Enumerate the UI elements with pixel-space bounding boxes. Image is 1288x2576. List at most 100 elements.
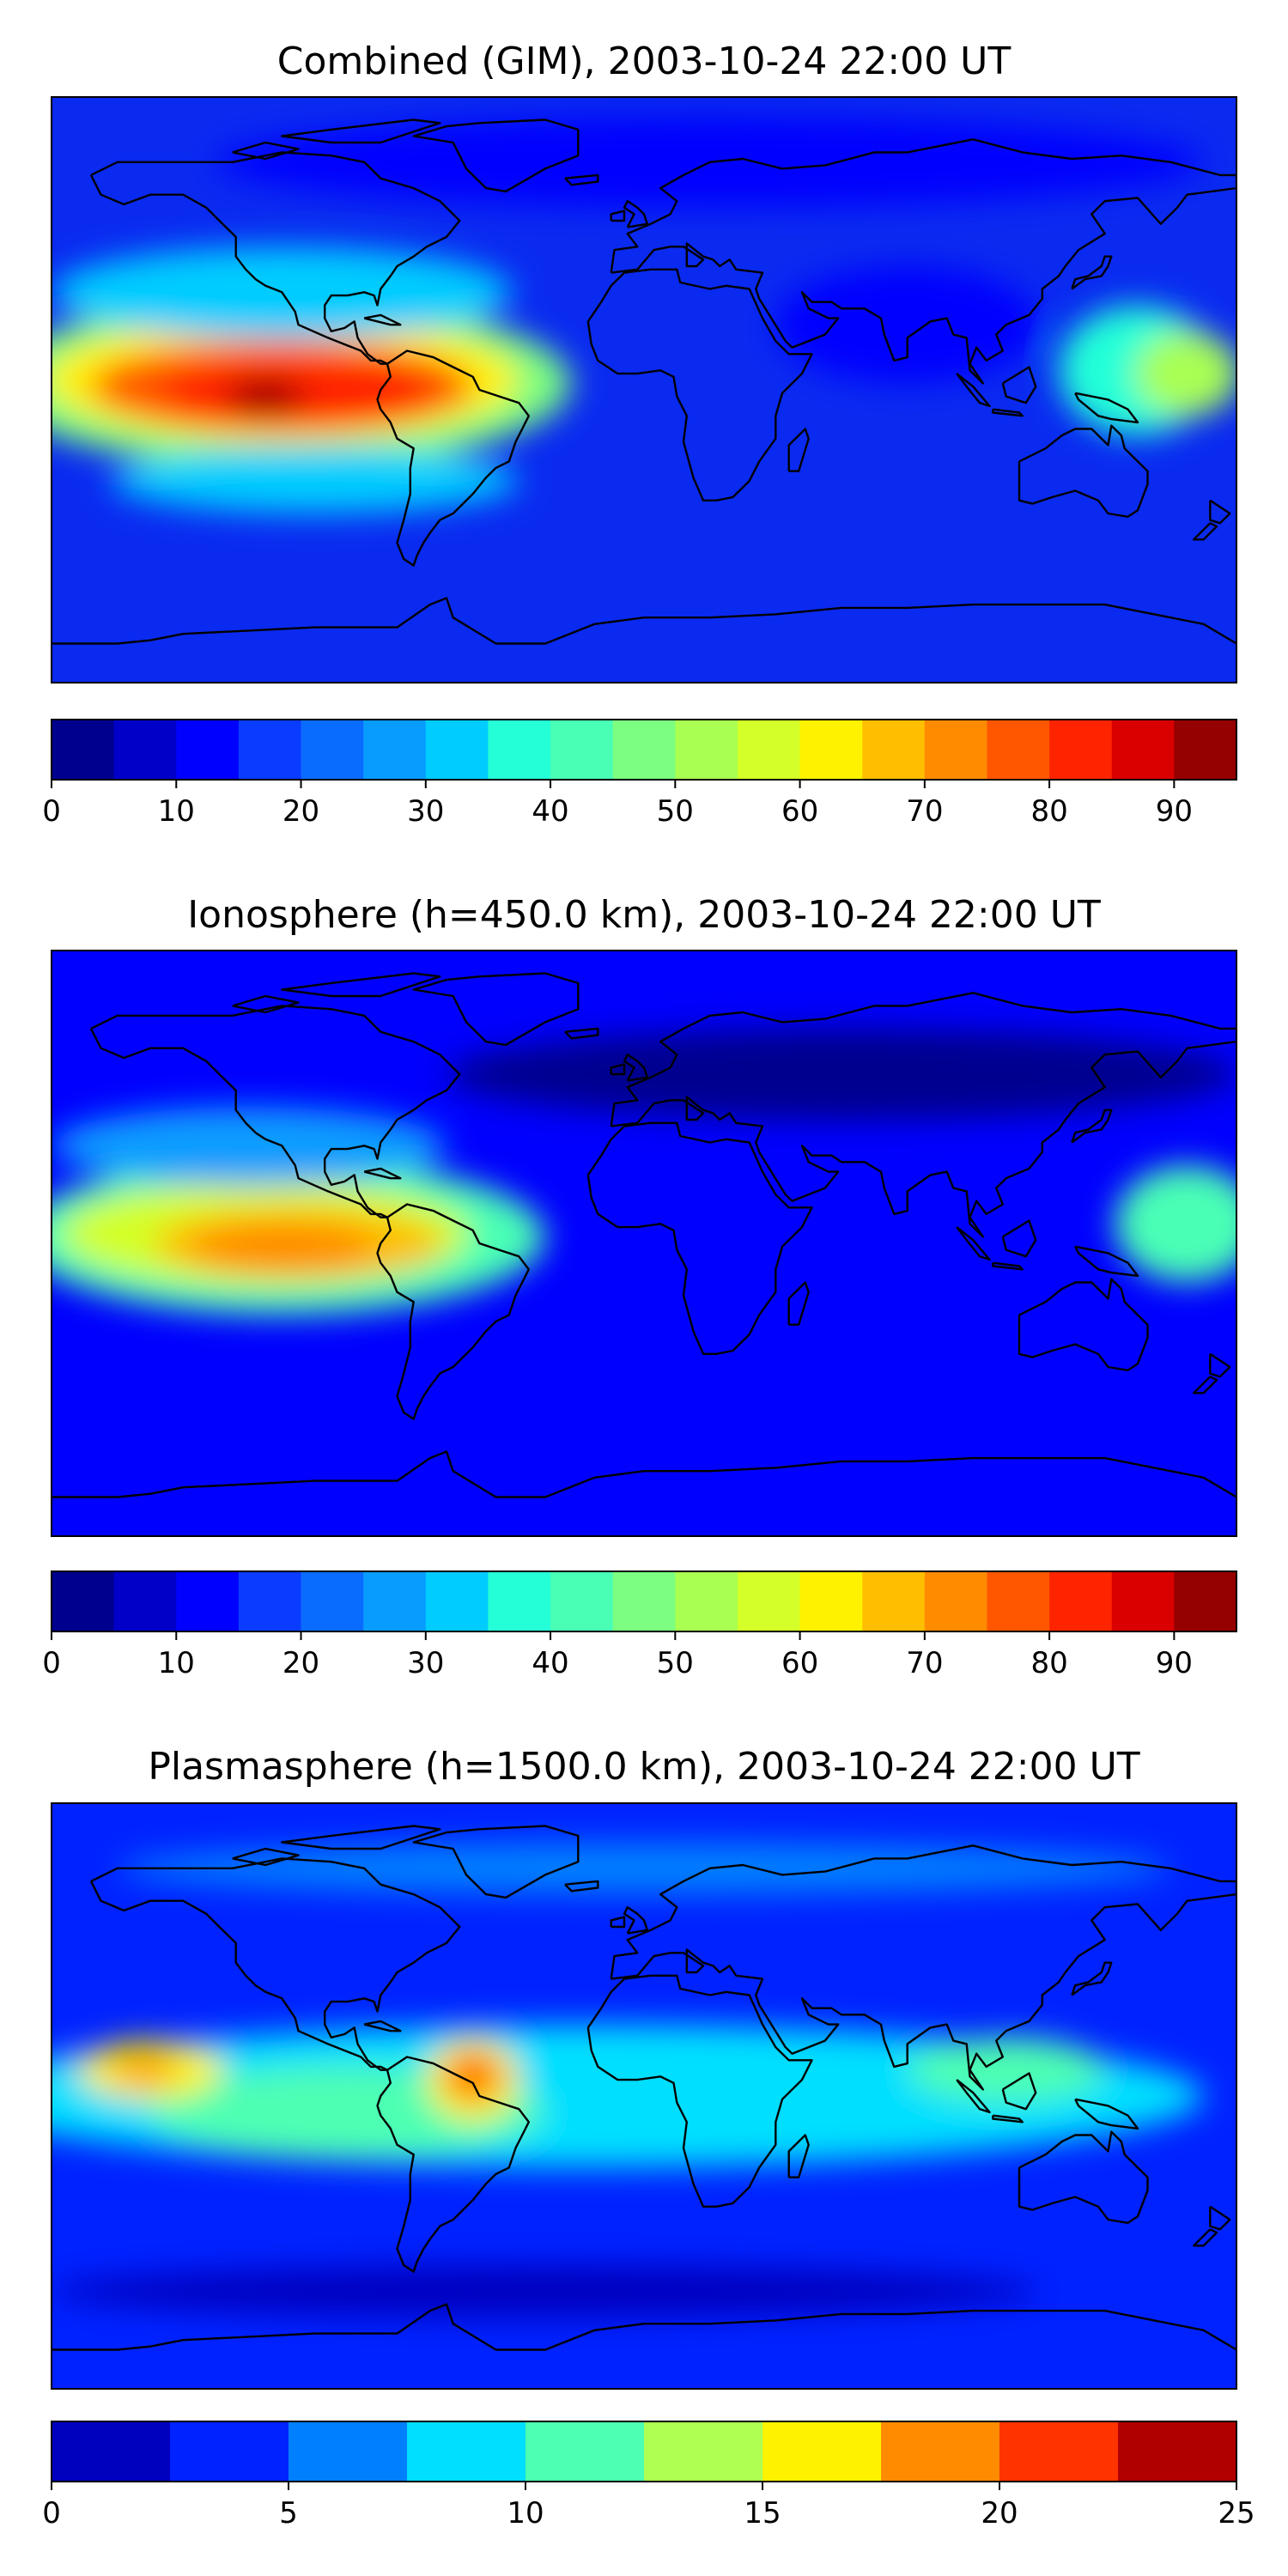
- coastline-combined-2: [412, 118, 580, 193]
- coastline-plasmasphere-14: [623, 1906, 648, 1935]
- colorbar-tick-label-combined-2: 20: [283, 794, 319, 829]
- coastline-ionosphere-0: [89, 1005, 461, 1218]
- coastline-ionosphere-20: [52, 1450, 1236, 1498]
- colorbar-tick-label-combined-8: 80: [1030, 794, 1067, 829]
- colorbar-tick-label-ionosphere-4: 40: [532, 1646, 568, 1680]
- coastline-combined-20: [52, 597, 1236, 645]
- coastline-ionosphere-9: [992, 1261, 1024, 1271]
- coastline-combined-3: [586, 268, 813, 501]
- colorbar-swatch-ionosphere-16: [1049, 1571, 1113, 1631]
- colorbar-swatch-combined-5: [363, 720, 427, 780]
- colorbar-tick-label-combined-6: 60: [781, 794, 818, 829]
- coastline-combined-18: [281, 118, 441, 144]
- coastline-combined-15: [610, 210, 626, 222]
- colorbar-swatch-plasmasphere-7: [881, 2421, 1000, 2482]
- colorbar-swatch-plasmasphere-8: [999, 2421, 1119, 2482]
- colorbar-swatch-combined-10: [675, 720, 738, 780]
- colorbar-tick-label-ionosphere-9: 90: [1156, 1646, 1193, 1680]
- colorbar-tick-label-ionosphere-6: 60: [781, 1646, 818, 1680]
- colorbar-swatch-combined-17: [1111, 720, 1175, 780]
- colorbar-swatch-combined-1: [113, 720, 177, 780]
- field-region-ionosphere-5: [447, 1028, 1236, 1121]
- colorbar-tick-label-combined-1: 10: [158, 794, 195, 829]
- coastline-combined-11: [1074, 392, 1139, 424]
- field-region-ionosphere-4: [1115, 1165, 1236, 1283]
- panel-ionosphere: Ionosphere (h=450.0 km), 2003-10-24 22:0…: [42, 893, 1237, 1680]
- coastline-combined-16: [564, 173, 599, 186]
- coastline-combined-5: [610, 138, 1236, 385]
- coastline-plasmasphere-11: [1074, 2098, 1139, 2130]
- coastline-plasmasphere-4: [787, 2134, 810, 2178]
- colorbar-swatch-combined-7: [488, 720, 551, 780]
- colorbar-swatch-combined-15: [987, 720, 1050, 780]
- coastline-ionosphere-5: [610, 992, 1236, 1238]
- colorbar-swatch-combined-11: [737, 720, 801, 780]
- field-region-plasmasphere-6: [459, 2063, 486, 2083]
- coastline-combined-17: [363, 313, 402, 326]
- colorbar-swatch-combined-13: [862, 720, 926, 780]
- coastline-ionosphere-4: [787, 1281, 810, 1326]
- colorbar-swatch-ionosphere-10: [675, 1571, 738, 1631]
- coastline-plasmasphere-20: [52, 2303, 1236, 2351]
- field-region-combined-6: [1134, 331, 1236, 416]
- colorbar-swatch-combined-4: [301, 720, 364, 780]
- panel-title-plasmasphere: Plasmasphere (h=1500.0 km), 2003-10-24 2…: [148, 1745, 1139, 1789]
- colorbar-tick-label-combined-3: 30: [407, 794, 444, 829]
- colorbar-swatch-ionosphere-9: [612, 1571, 676, 1631]
- coastline-plasmasphere-1: [376, 2056, 530, 2273]
- field-contours-plasmasphere: [52, 1842, 1204, 2318]
- colorbar-swatch-ionosphere-2: [176, 1571, 240, 1631]
- coastline-ionosphere-7: [1018, 1278, 1149, 1371]
- field-region-combined-4: [226, 380, 306, 413]
- colorbar-swatch-plasmasphere-5: [644, 2421, 763, 2482]
- coastline-combined-8: [956, 373, 991, 408]
- colorbar-swatch-combined-2: [176, 720, 240, 780]
- colorbar-swatch-plasmasphere-9: [1118, 2421, 1237, 2482]
- coastline-ionosphere-13: [1193, 1376, 1218, 1394]
- colorbar-tick-label-ionosphere-8: 80: [1030, 1646, 1067, 1680]
- colorbar-swatch-plasmasphere-6: [762, 2421, 882, 2482]
- colorbar-swatch-ionosphere-18: [1174, 1571, 1237, 1631]
- colorbar-swatch-combined-12: [799, 720, 863, 780]
- coastline-combined-4: [787, 428, 810, 472]
- coastline-combined-1: [376, 349, 530, 567]
- field-region-combined-8: [110, 448, 519, 513]
- colorbar-swatch-plasmasphere-1: [170, 2421, 289, 2482]
- colorbar-tick-label-plasmasphere-1: 5: [279, 2496, 298, 2530]
- coastline-plasmasphere-9: [992, 2114, 1024, 2123]
- coastline-ionosphere-18: [281, 972, 441, 998]
- colorbar-tick-label-combined-7: 70: [906, 794, 943, 829]
- colorbar-swatch-combined-3: [238, 720, 302, 780]
- coastline-ionosphere-1: [376, 1203, 530, 1420]
- coastline-ionosphere-19: [232, 994, 300, 1014]
- colorbar-tick-label-ionosphere-5: 50: [657, 1646, 694, 1680]
- coastline-plasmasphere-5: [610, 1844, 1236, 2091]
- coastline-plasmasphere-17: [363, 2020, 402, 2032]
- coastline-ionosphere-11: [1074, 1245, 1139, 1278]
- field-region-plasmasphere-9: [117, 1842, 1171, 1895]
- field-region-plasmasphere-3: [111, 2057, 177, 2083]
- coastlines-combined: [52, 118, 1236, 645]
- field-region-plasmasphere-7: [907, 2037, 1105, 2103]
- field-region-ionosphere-3: [190, 1224, 374, 1270]
- coastline-ionosphere-10: [1001, 1219, 1037, 1258]
- coastline-ionosphere-17: [363, 1167, 402, 1180]
- coastline-plasmasphere-6: [1071, 1961, 1113, 1996]
- coastline-ionosphere-8: [956, 1226, 991, 1261]
- colorbar-tick-label-plasmasphere-0: 0: [42, 2496, 61, 2530]
- coastlines-plasmasphere: [52, 1825, 1236, 2351]
- field-region-combined-10: [775, 266, 1039, 384]
- colorbar-tick-label-combined-0: 0: [42, 794, 61, 829]
- coastline-ionosphere-14: [623, 1054, 648, 1082]
- coastline-plasmasphere-7: [1018, 2130, 1149, 2224]
- colorbar-tick-label-ionosphere-7: 70: [906, 1646, 943, 1680]
- colorbar-swatch-plasmasphere-4: [526, 2421, 645, 2482]
- colorbar-swatch-combined-14: [924, 720, 988, 780]
- colorbar-swatch-ionosphere-4: [301, 1571, 364, 1631]
- coastline-combined-14: [623, 200, 648, 228]
- colorbar-tick-label-plasmasphere-2: 10: [507, 2496, 544, 2530]
- colorbar-swatch-ionosphere-6: [425, 1571, 489, 1631]
- panel-title-combined: Combined (GIM), 2003-10-24 22:00 UT: [277, 39, 1012, 83]
- colorbar-tick-label-ionosphere-2: 20: [283, 1646, 319, 1680]
